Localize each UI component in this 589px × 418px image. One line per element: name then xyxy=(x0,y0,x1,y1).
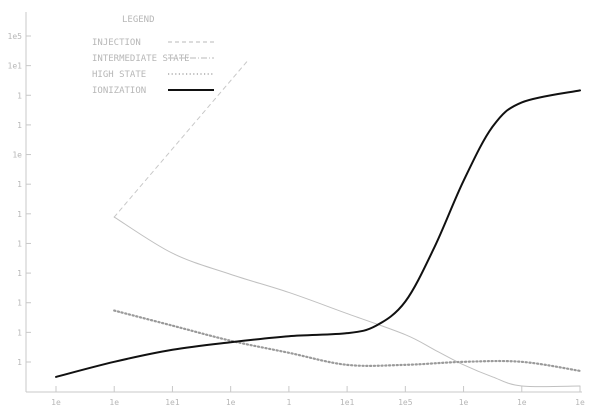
y-tick-label: 1e1 xyxy=(8,62,23,71)
legend: LEGEND INJECTION INTERMEDIATE STATE HIGH S… xyxy=(92,15,214,96)
series-layer xyxy=(55,59,582,388)
legend-title: LEGEND xyxy=(122,15,155,25)
y-tick-label: 1 xyxy=(17,121,22,130)
x-tick-label: 1e xyxy=(517,398,527,407)
x-tick-label: 1 xyxy=(286,398,291,407)
series-line-injection xyxy=(113,59,249,218)
x-tick-label: 1e1 xyxy=(340,398,355,407)
series-line-high-state xyxy=(113,309,582,372)
y-tick-label: 1 xyxy=(17,328,22,337)
y-tick-label: 1 xyxy=(17,91,22,100)
y-tick-label: 1 xyxy=(17,210,22,219)
legend-label: INJECTION xyxy=(92,38,141,48)
y-tick-label: 1e xyxy=(12,151,22,160)
x-tick-label: 1e xyxy=(575,398,585,407)
y-tick-label: 1 xyxy=(17,180,22,189)
x-tick-label: 1e xyxy=(459,398,469,407)
x-tick-label: 1e xyxy=(51,398,61,407)
axes xyxy=(25,12,582,393)
legend-label: HIGH STATE xyxy=(92,70,146,80)
x-tick-label: 1e5 xyxy=(398,398,413,407)
series-line-intermediate-state xyxy=(113,216,581,388)
y-tick-label: 1 xyxy=(17,239,22,248)
y-tick-label: 1 xyxy=(17,299,22,308)
legend-label: INTERMEDIATE STATE xyxy=(92,54,190,64)
x-tick-label: 1e xyxy=(109,398,119,407)
y-tick-label: 1 xyxy=(17,269,22,278)
y-tick-label: 1 xyxy=(17,358,22,367)
series-line-ionization xyxy=(55,89,581,378)
legend-label: IONIZATION xyxy=(92,86,146,96)
y-tick-label: 1e5 xyxy=(8,32,23,41)
x-tick-label: 1e1 xyxy=(165,398,180,407)
x-tick-label: 1e xyxy=(226,398,236,407)
